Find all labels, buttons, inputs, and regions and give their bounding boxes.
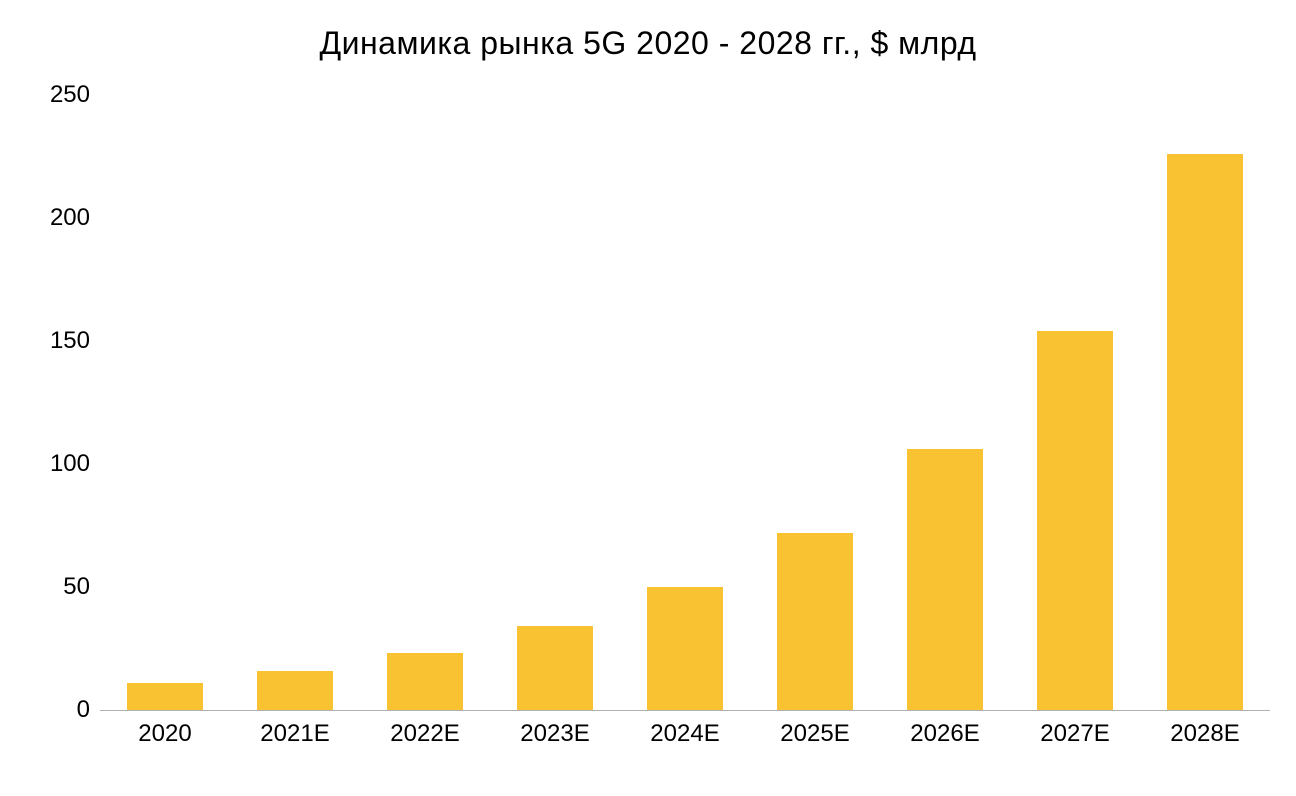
bar-slot bbox=[620, 95, 750, 710]
bar bbox=[647, 587, 722, 710]
x-axis-line bbox=[100, 710, 1270, 711]
y-tick-label: 200 bbox=[30, 204, 90, 232]
bar-slot bbox=[880, 95, 1010, 710]
x-axis-labels: 20202021E2022E2023E2024E2025E2026E2027E2… bbox=[100, 720, 1270, 748]
x-tick-label: 2023E bbox=[490, 720, 620, 748]
bar-slot bbox=[1010, 95, 1140, 710]
bar-slot bbox=[750, 95, 880, 710]
bar bbox=[257, 671, 332, 710]
x-tick-label: 2022E bbox=[360, 720, 490, 748]
bar bbox=[777, 533, 852, 710]
bar bbox=[907, 449, 982, 710]
bar bbox=[517, 626, 592, 710]
bar-slot bbox=[100, 95, 230, 710]
y-tick-label: 150 bbox=[30, 327, 90, 355]
x-tick-label: 2028E bbox=[1140, 720, 1270, 748]
bars-row bbox=[100, 95, 1270, 710]
bar-slot bbox=[490, 95, 620, 710]
x-tick-label: 2025E bbox=[750, 720, 880, 748]
x-tick-label: 2026E bbox=[880, 720, 1010, 748]
y-tick-label: 50 bbox=[30, 573, 90, 601]
x-tick-label: 2027E bbox=[1010, 720, 1140, 748]
bar bbox=[1167, 154, 1242, 710]
bar bbox=[127, 683, 202, 710]
bar-slot bbox=[230, 95, 360, 710]
x-tick-label: 2020 bbox=[100, 720, 230, 748]
y-tick-label: 250 bbox=[30, 81, 90, 109]
plot-area bbox=[100, 95, 1270, 710]
chart-container: Динамика рынка 5G 2020 - 2028 гг., $ млр… bbox=[0, 0, 1296, 796]
bar-slot bbox=[1140, 95, 1270, 710]
chart-title: Динамика рынка 5G 2020 - 2028 гг., $ млр… bbox=[0, 25, 1296, 62]
x-tick-label: 2024E bbox=[620, 720, 750, 748]
y-tick-label: 100 bbox=[30, 450, 90, 478]
bar-slot bbox=[360, 95, 490, 710]
bar bbox=[387, 653, 462, 710]
bar bbox=[1037, 331, 1112, 710]
x-tick-label: 2021E bbox=[230, 720, 360, 748]
y-tick-label: 0 bbox=[30, 696, 90, 724]
